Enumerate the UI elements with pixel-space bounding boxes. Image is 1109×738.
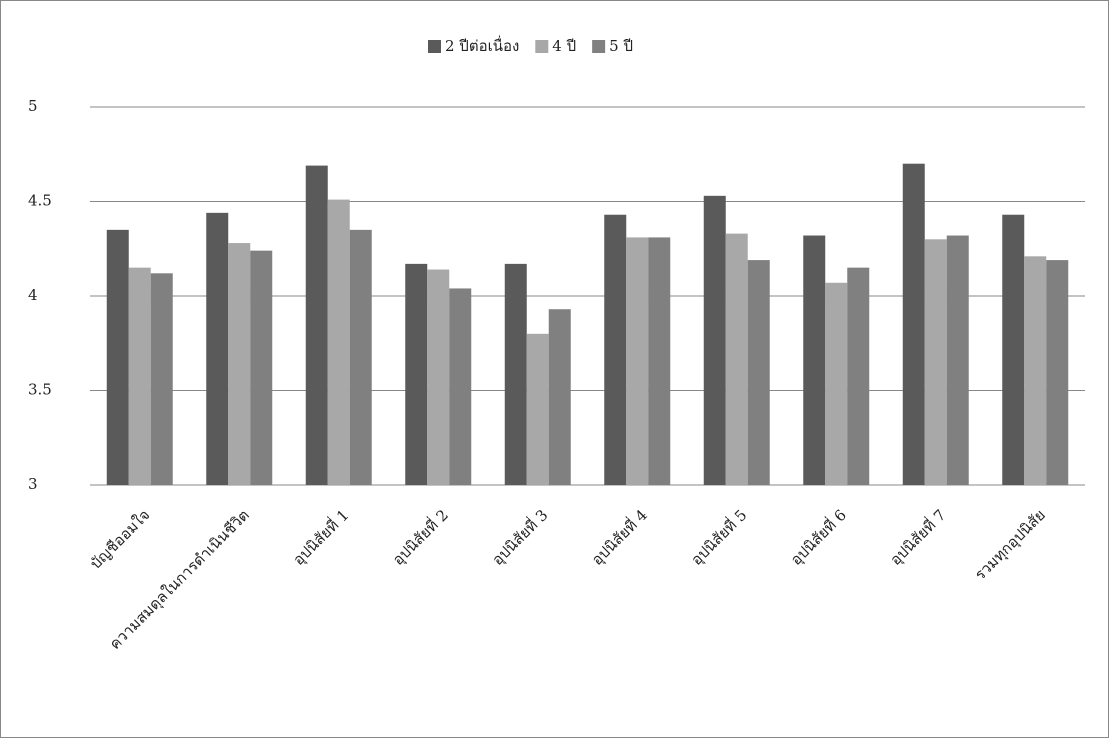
y-tick-label: 3.5 (28, 381, 52, 399)
bar (427, 269, 450, 485)
bar (648, 237, 671, 485)
bar (902, 163, 925, 485)
bar (1002, 214, 1025, 486)
y-tick-label: 4.5 (28, 192, 52, 210)
y-tick-label: 4 (28, 286, 38, 304)
bar (349, 229, 372, 485)
bar (128, 267, 151, 485)
bar (526, 333, 549, 485)
legend-swatch (535, 40, 549, 53)
bar (250, 250, 273, 485)
bar (405, 263, 428, 485)
bar (803, 235, 826, 485)
bar (449, 288, 472, 485)
y-tick-label: 3 (28, 475, 38, 493)
bar (604, 214, 627, 486)
bar (924, 239, 947, 485)
legend-swatch (592, 40, 606, 53)
bar (747, 260, 770, 485)
bar (946, 235, 969, 485)
bar (548, 309, 571, 485)
bar (206, 212, 229, 485)
bar (626, 237, 649, 485)
bar (504, 263, 527, 485)
bar (305, 165, 328, 485)
bar (825, 282, 848, 485)
y-tick-label: 5 (28, 97, 38, 115)
legend-label: 2 ปีต่อเนื่อง (445, 35, 519, 55)
bar (847, 267, 870, 485)
bar (1046, 260, 1069, 485)
bar (1024, 256, 1047, 485)
legend-label: 5 ปี (609, 37, 633, 55)
bar (106, 229, 129, 485)
bar (725, 233, 748, 485)
legend-swatch (428, 40, 441, 53)
bar (228, 243, 251, 485)
bar (703, 195, 726, 485)
bar (327, 199, 350, 486)
bar (150, 273, 173, 485)
legend-label: 4 ปี (552, 37, 576, 55)
